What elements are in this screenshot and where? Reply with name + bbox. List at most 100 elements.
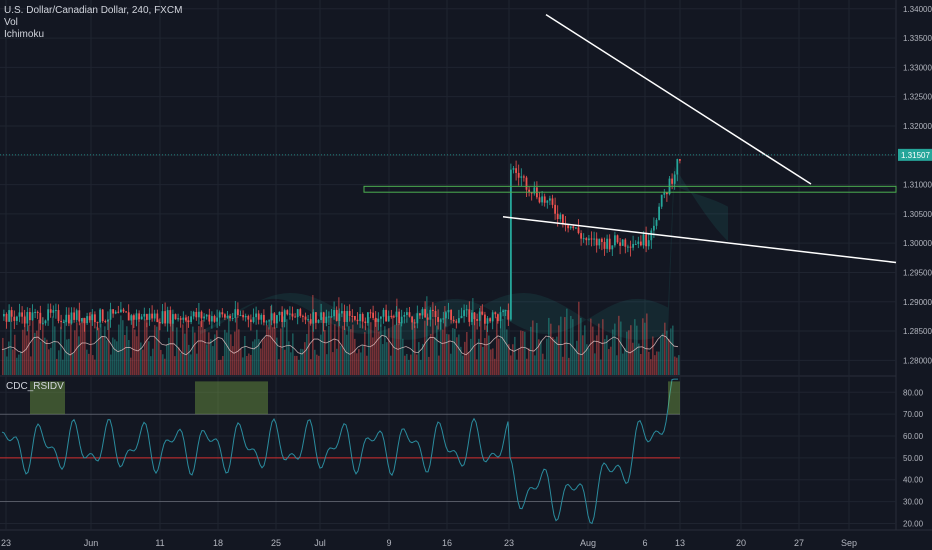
candle-body (252, 317, 255, 323)
volume-bar (418, 342, 420, 375)
volume-bar (212, 346, 214, 375)
candle-body (302, 315, 304, 317)
volume-bar (338, 297, 340, 375)
price-tick-label: 1.31000 (903, 181, 932, 190)
volume-bar (158, 319, 160, 375)
candle-body (653, 225, 655, 231)
volume-bar (258, 339, 260, 375)
volume-bar (450, 353, 452, 375)
volume-bar (222, 356, 224, 375)
candle-body (322, 312, 325, 324)
candle-body (44, 320, 47, 324)
candle-body (239, 314, 242, 316)
volume-bar (574, 348, 576, 375)
volume-bar (548, 317, 550, 375)
candle-body (567, 225, 569, 229)
price-tick-label: 1.28500 (903, 327, 932, 336)
volume-bar (596, 335, 598, 375)
candle-body (185, 317, 187, 321)
candle-body (75, 310, 78, 320)
volume-bar (214, 334, 216, 375)
candle-body (68, 314, 70, 324)
volume-bar (576, 340, 578, 375)
candle-body (135, 313, 138, 320)
volume-bar (378, 331, 380, 375)
volume-bar (316, 354, 318, 375)
candle-body (374, 317, 377, 322)
volume-bar (296, 355, 298, 375)
volume-bar (556, 336, 558, 375)
candle-body (122, 309, 125, 312)
volume-bar (422, 343, 424, 375)
volume-bar (446, 333, 448, 375)
candle-body (255, 313, 257, 318)
volume-bar (220, 359, 222, 375)
rsi-tick-label: 70.00 (903, 410, 924, 419)
candle-body (328, 316, 330, 318)
candle-body (484, 314, 486, 324)
volume-bar (320, 334, 322, 375)
candle-body (125, 311, 127, 313)
candle-body (283, 310, 286, 322)
candle-body (354, 316, 356, 320)
candle-body (315, 312, 317, 323)
candle-body (203, 316, 205, 319)
volume-bar (670, 328, 672, 375)
candle-body (244, 315, 247, 318)
candle-body (346, 310, 348, 322)
candle-body (637, 241, 640, 244)
candle-body (296, 309, 299, 318)
rsi-tick-label: 20.00 (903, 519, 924, 528)
volume-bar (480, 305, 482, 375)
candle-body (224, 314, 226, 318)
volume-bar (482, 346, 484, 375)
candle-body (439, 319, 442, 322)
candle-body (177, 318, 179, 320)
volume-bar (274, 327, 276, 375)
candle-body (585, 238, 588, 241)
volume-bar (48, 349, 50, 375)
volume-bar (536, 322, 538, 375)
candle-body (5, 314, 8, 322)
volume-bar (608, 349, 610, 375)
support-trendline (502, 216, 897, 264)
candle-body (52, 310, 55, 313)
volume-bar (534, 355, 536, 375)
candle-body (634, 243, 637, 245)
volume-bar (674, 356, 676, 375)
volume-bar (672, 325, 674, 375)
volume-bar (442, 329, 444, 375)
candle-body (517, 172, 520, 178)
volume-bar (396, 298, 398, 375)
volume-bar (138, 316, 140, 375)
candle-body (590, 238, 593, 240)
volume-bar (542, 353, 544, 375)
volume-bar (88, 353, 90, 375)
candle-body (151, 313, 153, 319)
candle-body (42, 323, 44, 325)
volume-bar (460, 346, 462, 375)
volume-bar (260, 348, 262, 375)
volume-bar (124, 335, 126, 375)
volume-bar (594, 353, 596, 375)
candle-body (182, 317, 185, 320)
candle-body (325, 316, 328, 324)
volume-bar (228, 315, 230, 375)
candle-body (361, 314, 364, 322)
volume-bar (294, 355, 296, 375)
time-tick-label: 25 (271, 538, 281, 548)
volume-bar (66, 339, 68, 375)
volume-bar (318, 355, 320, 375)
volume-bar (196, 353, 198, 375)
volume-bar (208, 332, 210, 375)
candle-body (408, 312, 411, 317)
candle-body (504, 310, 507, 312)
candle-body (424, 309, 426, 318)
volume-bar (520, 330, 522, 375)
candle-body (263, 314, 265, 323)
volume-bar (26, 335, 28, 375)
volume-bar (402, 338, 404, 375)
volume-bar (538, 339, 540, 375)
candle-body (172, 314, 174, 324)
